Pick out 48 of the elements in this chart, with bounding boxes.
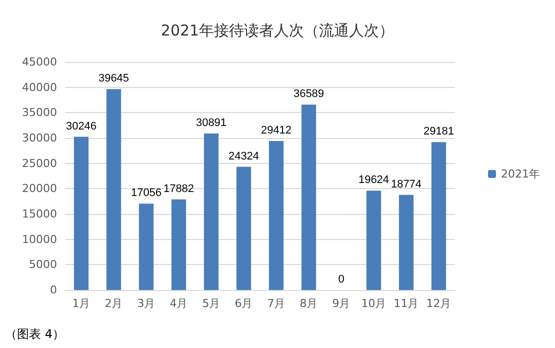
x-tick-label: 3月 [137, 297, 156, 310]
x-tick-label: 4月 [170, 297, 188, 310]
x-tick-label: 11月 [394, 297, 419, 310]
data-label: 17056 [130, 187, 162, 200]
data-label: 36589 [293, 88, 324, 100]
bar [398, 194, 414, 290]
y-tick-label: 25000 [22, 156, 57, 170]
data-label: 29412 [260, 124, 292, 136]
data-label: 24324 [228, 150, 260, 162]
data-label: 17882 [163, 182, 194, 195]
bar [138, 204, 154, 290]
bar [204, 133, 219, 290]
data-label: 0 [338, 274, 344, 286]
data-label: 18774 [390, 178, 422, 190]
y-tick-label: 40000 [22, 80, 57, 94]
y-tick-label: 20000 [22, 182, 57, 196]
x-tick-label: 6月 [234, 297, 253, 310]
y-tick-label: 45000 [22, 56, 57, 68]
y-tick-label: 30000 [22, 132, 57, 144]
chart-title: 2021年接待读者人次（流通人次） [160, 22, 394, 40]
bar [301, 104, 316, 290]
text: （图表 4） [5, 327, 64, 341]
x-tick-label: 12月 [426, 297, 452, 310]
bar [106, 89, 122, 290]
data-label: 29181 [423, 126, 454, 138]
x-tick-label: 1月 [72, 297, 90, 310]
data-label: 39645 [98, 72, 130, 85]
data-label: 19624 [358, 174, 390, 186]
y-tick-label: 10000 [22, 232, 57, 246]
legend-label: 2021年 [501, 168, 540, 180]
data-label: 30891 [196, 116, 227, 129]
x-tick-label: 7月 [267, 297, 286, 310]
bar [171, 199, 186, 290]
x-tick-label: 9月 [332, 297, 350, 310]
x-tick-label: 8月 [300, 297, 318, 310]
x-tick-label: 5月 [202, 297, 220, 310]
data-label: 30246 [66, 120, 97, 132]
y-tick-label: 5000 [29, 258, 57, 272]
bar [236, 166, 252, 290]
x-tick-label: 2月 [104, 297, 123, 310]
bar [268, 140, 284, 290]
y-tick-label: 15000 [22, 208, 57, 220]
bar [74, 136, 89, 290]
x-tick-label: 10月 [361, 297, 386, 310]
bar [431, 142, 446, 290]
y-tick-label: 0 [50, 284, 57, 296]
y-tick-label: 35000 [22, 106, 57, 120]
bar [366, 190, 382, 290]
